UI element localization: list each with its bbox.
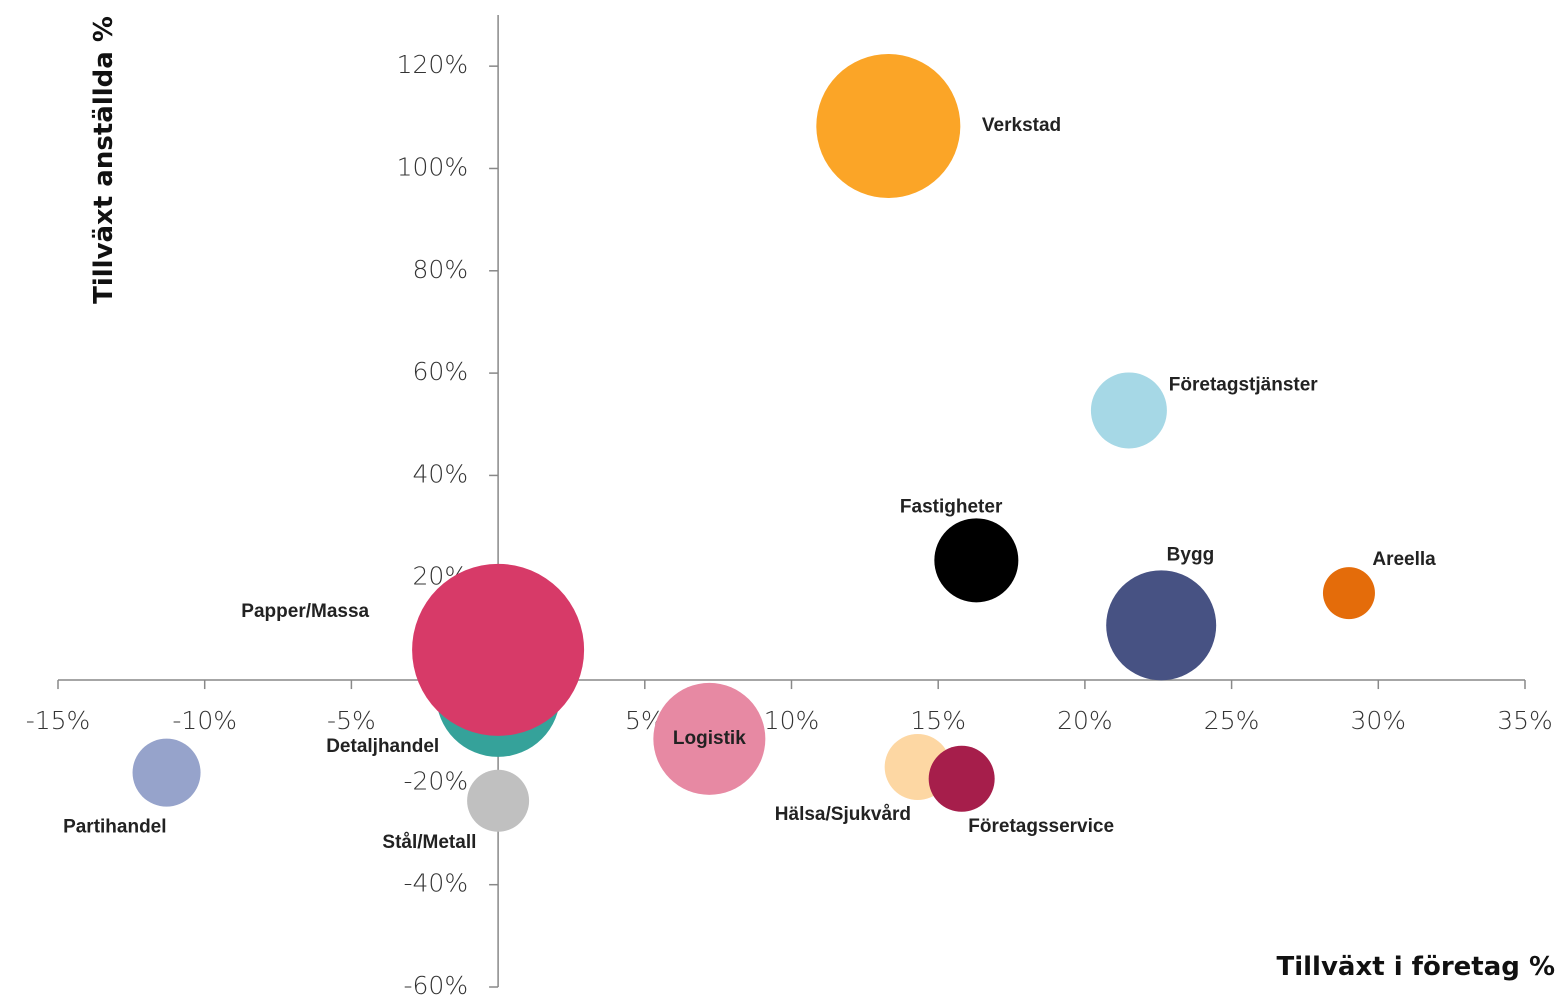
x-tick-label: 15% xyxy=(910,706,966,735)
y-tick-label: 40% xyxy=(413,459,469,488)
bubble-label: Bygg xyxy=(1167,544,1215,565)
bubble xyxy=(412,563,585,736)
bubble xyxy=(1090,372,1167,449)
bubble xyxy=(132,738,201,807)
bubble-label: Företagsservice xyxy=(968,816,1114,837)
x-tick-label: 25% xyxy=(1204,706,1260,735)
y-tick-label: -60% xyxy=(404,971,469,998)
x-tick-label: 35% xyxy=(1497,706,1553,735)
x-tick-label: -10% xyxy=(172,706,237,735)
bubble-label: Fastigheter xyxy=(900,496,1003,517)
bubble-label: Partihandel xyxy=(63,817,166,838)
y-tick-label: 60% xyxy=(413,357,469,386)
y-tick-label: 100% xyxy=(397,152,468,181)
bubble xyxy=(1106,570,1217,681)
bubble-label: Stål/Metall xyxy=(382,832,476,853)
x-tick-label: 30% xyxy=(1351,706,1407,735)
y-axis-title: Tillväxt anställda % xyxy=(89,16,119,304)
y-tick-label: 120% xyxy=(397,50,468,79)
x-tick-label: -15% xyxy=(26,706,91,735)
x-tick-label: 20% xyxy=(1057,706,1113,735)
bubble-label: Areella xyxy=(1372,549,1436,570)
x-tick-label: 10% xyxy=(764,706,820,735)
bubble-label: Företagstjänster xyxy=(1169,374,1318,395)
bubble xyxy=(653,682,766,795)
bubble-label: Verkstad xyxy=(982,115,1061,136)
y-tick-label: 80% xyxy=(413,255,469,284)
bubble-label: Hälsa/Sjukvård xyxy=(775,804,911,825)
bubble xyxy=(934,518,1019,603)
bubble xyxy=(1322,567,1375,620)
bubble-label: Logistik xyxy=(673,728,746,749)
bubble xyxy=(816,54,961,199)
bubble xyxy=(928,745,995,812)
bubble-label: Detaljhandel xyxy=(326,736,439,757)
y-tick-label: -40% xyxy=(404,869,469,898)
x-tick-label: -5% xyxy=(327,706,376,735)
bubble xyxy=(467,769,530,832)
y-tick-label: -20% xyxy=(404,766,469,795)
bubble-label: Papper/Massa xyxy=(241,601,369,622)
x-axis-title: Tillväxt i företag % xyxy=(1277,952,1556,982)
